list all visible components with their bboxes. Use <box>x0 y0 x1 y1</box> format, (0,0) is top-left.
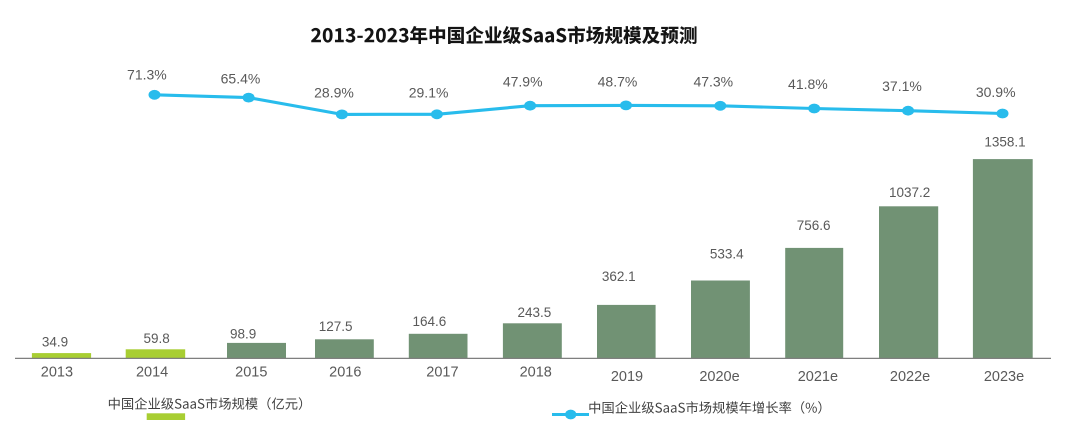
svg-text:756.6: 756.6 <box>797 218 831 233</box>
svg-text:48.7%: 48.7% <box>598 74 638 90</box>
svg-text:2020e: 2020e <box>699 369 739 385</box>
svg-text:28.9%: 28.9% <box>314 84 354 100</box>
svg-text:37.1%: 37.1% <box>882 78 922 94</box>
svg-text:2017: 2017 <box>426 365 458 381</box>
svg-text:2022e: 2022e <box>890 369 930 385</box>
svg-text:2016: 2016 <box>329 365 361 381</box>
svg-text:2015: 2015 <box>235 365 267 381</box>
svg-text:47.9%: 47.9% <box>503 74 543 90</box>
svg-text:164.6: 164.6 <box>413 314 447 329</box>
svg-text:2023e: 2023e <box>984 369 1024 385</box>
svg-text:65.4%: 65.4% <box>221 70 261 86</box>
svg-text:98.9: 98.9 <box>230 327 256 342</box>
svg-text:243.5: 243.5 <box>518 305 552 320</box>
svg-text:2013: 2013 <box>41 365 73 381</box>
svg-text:533.4: 533.4 <box>710 246 744 261</box>
svg-text:71.3%: 71.3% <box>127 66 167 82</box>
svg-text:29.1%: 29.1% <box>409 84 449 100</box>
svg-text:127.5: 127.5 <box>319 319 353 334</box>
svg-text:1358.1: 1358.1 <box>984 135 1025 150</box>
svg-text:30.9%: 30.9% <box>976 84 1016 100</box>
svg-text:47.3%: 47.3% <box>693 74 733 90</box>
svg-text:34.9: 34.9 <box>42 335 68 350</box>
svg-text:41.8%: 41.8% <box>788 76 828 92</box>
svg-text:2018: 2018 <box>520 365 552 381</box>
svg-text:2019: 2019 <box>611 369 643 385</box>
svg-text:362.1: 362.1 <box>602 269 636 284</box>
svg-text:2014: 2014 <box>136 365 168 381</box>
svg-text:59.8: 59.8 <box>143 331 169 346</box>
svg-text:1037.2: 1037.2 <box>889 185 930 200</box>
svg-text:2021e: 2021e <box>798 369 838 385</box>
